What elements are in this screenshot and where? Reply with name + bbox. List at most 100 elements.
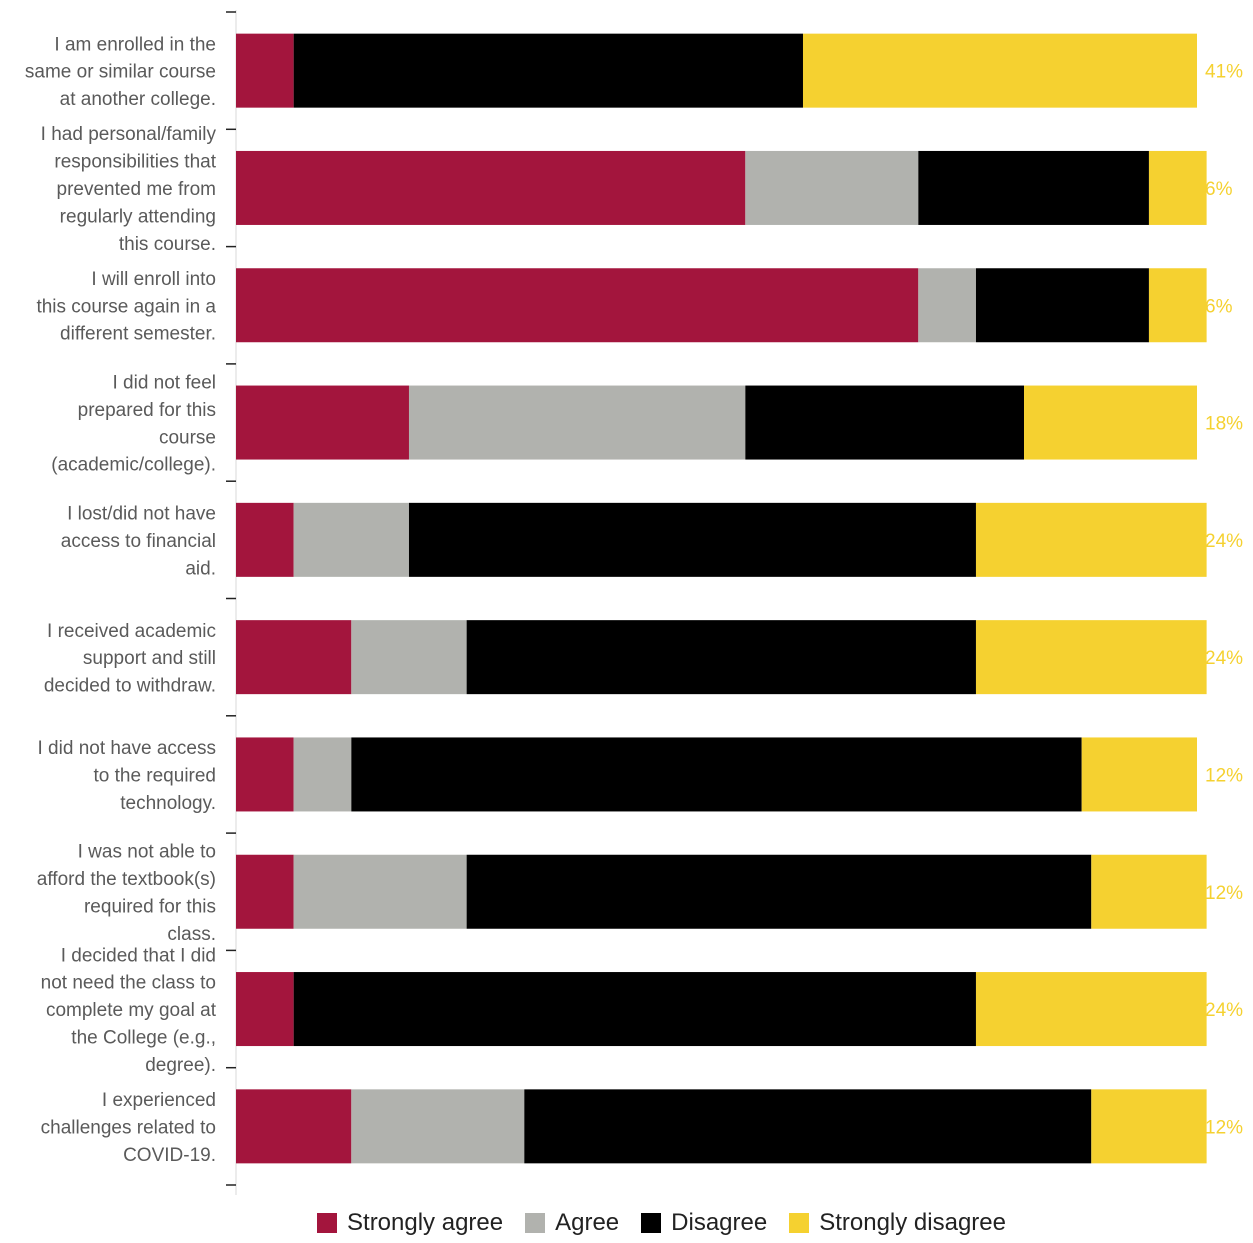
data-label-strongly-disagree: 12%: [1205, 765, 1243, 786]
legend-swatch-strongly-disagree: [789, 1213, 810, 1233]
category-label-line: decided to withdraw.: [44, 676, 216, 697]
category-label: I decided that I did not need the class t…: [41, 945, 217, 1076]
category-label-line: I decided that I did: [61, 945, 216, 966]
category-label-line: course: [159, 427, 216, 448]
category-label-line: this course.: [119, 234, 216, 255]
category-label-line: I will enroll into: [91, 269, 216, 290]
category-label: I had personal/family responsibilities th…: [41, 124, 217, 255]
category-label: I did not have access to the required tech…: [38, 738, 217, 814]
bar-disagree: [466, 620, 976, 695]
data-label-strongly-disagree: 41%: [1205, 62, 1243, 83]
bar-strongly-disagree: [975, 620, 1207, 695]
category-label-line: not need the class to: [41, 973, 216, 994]
category-label: I am enrolled in the same or similar cour…: [25, 34, 216, 110]
bar-disagree: [975, 268, 1149, 343]
legend-label-agree: Agree: [555, 1209, 620, 1236]
bar-strongly-disagree: [802, 33, 1197, 108]
category-label-line: the College (e.g.,: [71, 1027, 216, 1048]
bar-strongly-agree: [236, 268, 919, 343]
bar-strongly-disagree: [975, 972, 1207, 1047]
legend-label-strongly-disagree: Strongly disagree: [819, 1209, 1006, 1236]
category-label-line: support and still: [83, 648, 216, 669]
category-label-line: class.: [167, 924, 216, 945]
bar-strongly-agree: [236, 385, 409, 460]
category-label-line: prevented me from: [57, 179, 216, 200]
legend-item-strongly-agree: Strongly agree: [317, 1209, 503, 1237]
bar-strongly-agree: [236, 972, 294, 1047]
category-label-line: degree).: [145, 1055, 216, 1076]
category-label: I experienced challenges related to COVID-…: [41, 1090, 216, 1166]
category-label-line: aid.: [185, 558, 216, 579]
category-label-line: same or similar course: [25, 62, 216, 83]
category-label-line: I did not have access: [38, 738, 217, 759]
category-label-line: afford the textbook(s): [37, 869, 216, 890]
category-label-line: prepared for this: [78, 400, 216, 421]
category-label-line: I am enrolled in the: [54, 34, 216, 55]
legend-label-strongly-agree: Strongly agree: [347, 1209, 504, 1236]
category-label-line: access to financial: [61, 531, 216, 552]
bar-strongly-agree: [236, 737, 294, 812]
category-label-line: regularly attending: [60, 206, 216, 227]
bar-disagree: [466, 854, 1092, 929]
category-label-line: (academic/college).: [51, 455, 216, 476]
legend-item-disagree: Disagree: [641, 1209, 767, 1237]
category-label: I was not able to afford the textbook(s) r…: [37, 842, 216, 945]
bar-agree: [408, 385, 746, 460]
category-label: I received academic support and still deci…: [44, 621, 216, 697]
bar-agree: [918, 268, 976, 343]
chart-legend: Strongly agree Agree Disagree Strongly d…: [0, 1205, 1253, 1241]
category-label: I did not feel prepared for this course (ac…: [51, 372, 216, 475]
data-label-strongly-disagree: 24%: [1205, 648, 1243, 669]
category-label: I will enroll into this course again in a…: [36, 269, 216, 345]
bar-strongly-disagree: [1091, 1089, 1207, 1164]
bar-disagree: [293, 33, 803, 108]
bar-agree: [351, 620, 467, 695]
bar-agree: [745, 150, 919, 225]
bar-strongly-disagree: [1091, 854, 1207, 929]
bar-disagree: [293, 972, 976, 1047]
legend-item-strongly-disagree: Strongly disagree: [789, 1209, 1006, 1237]
data-label-strongly-disagree: 24%: [1205, 531, 1243, 552]
bar-disagree: [351, 737, 1082, 812]
stacked-bar-chart: I am enrolled in the same or similar cour…: [25, 10, 1243, 1195]
category-label-line: at another college.: [60, 89, 216, 110]
bar-agree: [293, 737, 352, 812]
category-label-line: I had personal/family: [41, 124, 217, 145]
category-label-line: I experienced: [102, 1090, 216, 1111]
legend-swatch-disagree: [641, 1213, 662, 1233]
data-label-strongly-disagree: 12%: [1205, 883, 1243, 904]
bar-strongly-agree: [236, 1089, 352, 1164]
category-label-line: different semester.: [60, 324, 216, 345]
bar-strongly-disagree: [975, 502, 1207, 577]
data-label-strongly-disagree: 12%: [1205, 1117, 1243, 1138]
bar-strongly-agree: [236, 33, 294, 108]
bar-strongly-disagree: [1148, 268, 1207, 343]
bar-agree: [293, 502, 409, 577]
data-label-strongly-disagree: 6%: [1205, 296, 1233, 317]
category-label-line: this course again in a: [36, 296, 216, 317]
category-label-line: to the required: [93, 765, 216, 786]
category-label-line: complete my goal at: [46, 1000, 217, 1021]
legend-swatch-strongly-agree: [317, 1213, 338, 1233]
data-label-strongly-disagree: 6%: [1205, 179, 1233, 200]
bar-strongly-disagree: [1081, 737, 1197, 812]
bar-disagree: [408, 502, 976, 577]
bar-disagree: [745, 385, 1025, 460]
category-label-line: I did not feel: [112, 372, 216, 393]
category-label-line: challenges related to: [41, 1117, 216, 1138]
category-label-line: responsibilities that: [54, 152, 216, 173]
bar-disagree: [524, 1089, 1092, 1164]
category-label-line: technology.: [120, 793, 216, 814]
legend-swatch-agree: [525, 1213, 546, 1233]
bar-strongly-agree: [236, 854, 294, 929]
bar-agree: [351, 1089, 525, 1164]
category-label: I lost/did not have access to financial ai…: [61, 503, 216, 579]
category-label-line: I received academic: [47, 621, 216, 642]
bar-strongly-agree: [236, 502, 294, 577]
bar-disagree: [918, 150, 1149, 225]
category-label-line: COVID-19.: [123, 1145, 216, 1166]
bar-strongly-disagree: [1148, 150, 1207, 225]
data-label-strongly-disagree: 24%: [1205, 1000, 1243, 1021]
category-label-line: I was not able to: [78, 842, 216, 863]
legend-item-agree: Agree: [525, 1209, 619, 1237]
